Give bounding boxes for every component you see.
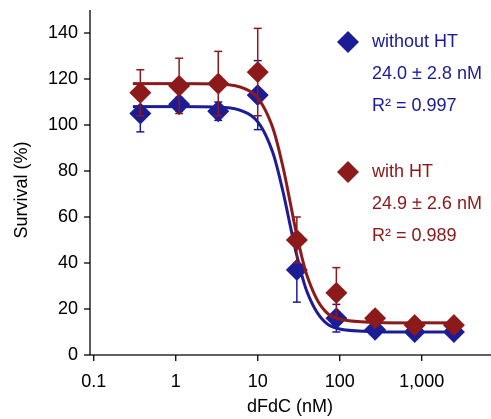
y-tick-label: 0	[68, 344, 78, 364]
legend-label: without HT	[371, 31, 458, 51]
data-point	[364, 307, 387, 330]
data-point	[207, 72, 230, 95]
data-point	[325, 281, 348, 304]
data-point	[168, 74, 191, 97]
ic50-label: 24.0 ± 2.8 nM	[372, 63, 482, 83]
r2-label: R² = 0.989	[372, 225, 457, 245]
legend-marker	[337, 31, 359, 53]
y-tick-label: 100	[48, 114, 78, 134]
ic50-label: 24.9 ± 2.6 nM	[372, 193, 482, 213]
y-tick-label: 60	[58, 206, 78, 226]
data-point	[285, 229, 308, 251]
x-tick-label: 10	[248, 371, 268, 391]
data-point	[442, 314, 465, 337]
x-tick-label: 1,000	[399, 371, 444, 391]
y-axis-label: Survival (%)	[11, 141, 31, 238]
x-tick-label: 100	[325, 371, 355, 391]
x-tick-label: 0.1	[81, 371, 106, 391]
y-tick-label: 20	[58, 298, 78, 318]
legend-marker	[337, 161, 359, 183]
y-tick-label: 120	[48, 68, 78, 88]
x-axis-label: dFdC (nM)	[247, 396, 333, 416]
data-point	[364, 318, 387, 341]
x-tick-label: 1	[171, 371, 181, 391]
y-tick-label: 140	[48, 22, 78, 42]
data-point	[246, 61, 269, 84]
data-point	[129, 81, 152, 104]
r2-label: R² = 0.997	[372, 95, 457, 115]
legend-label: with HT	[371, 161, 433, 181]
data-point	[403, 314, 426, 337]
y-tick-label: 80	[58, 160, 78, 180]
y-tick-label: 40	[58, 252, 78, 272]
